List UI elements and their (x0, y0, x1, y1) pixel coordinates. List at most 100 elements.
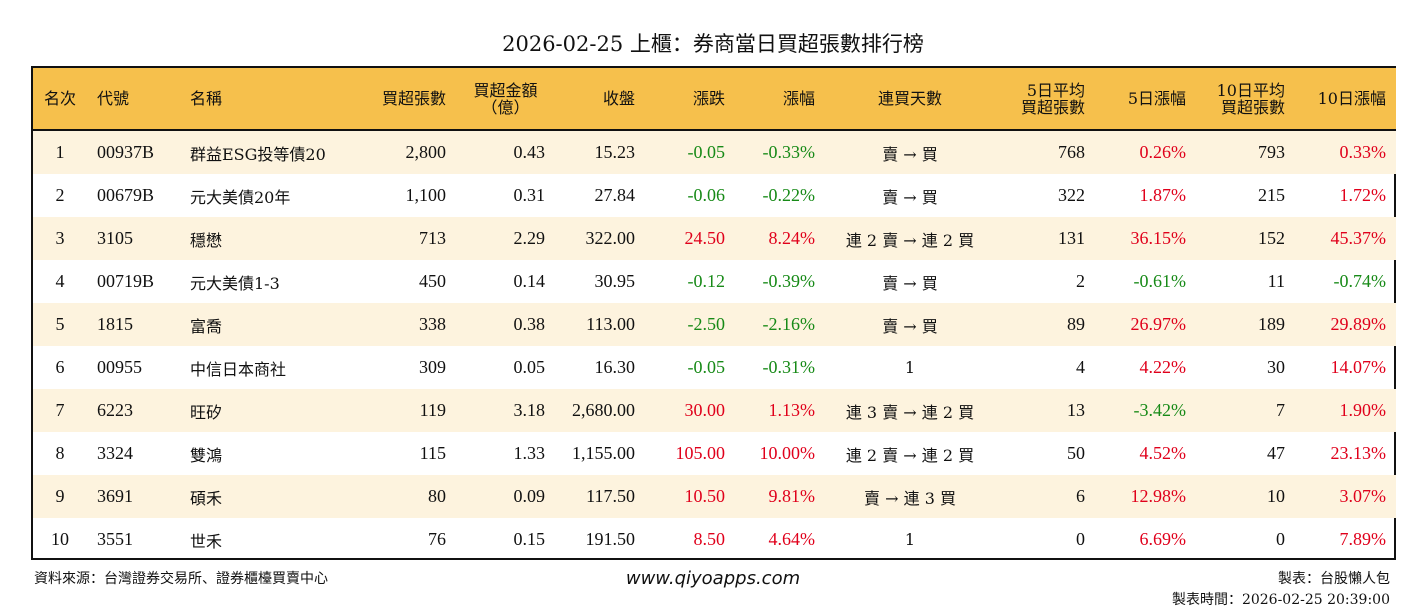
header-name[interactable]: 名稱 (190, 89, 223, 108)
cell-change: -0.06 (687, 185, 726, 205)
cell-consecutive-days: 賣 → 連 3 買 (864, 488, 956, 508)
table-row[interactable]: 10 3551 世禾 76 0.15 191.50 8.50 4.64% 1 0 6.69% 0 7.8… (33, 518, 1396, 561)
cell-net-buy-amount: 1.33 (513, 443, 546, 463)
cell-close: 16.30 (594, 357, 636, 377)
cell-code: 00955 (97, 357, 142, 377)
cell-avg5-net-buy: 4 (1076, 357, 1085, 377)
ranking-table-container: 名次 代號 名稱 買超張數 買超金額 （億） 收盤 漲跌 漲幅 連買天數 5日平均 買超張數 5日漲… (31, 66, 1396, 560)
header-code[interactable]: 代號 (97, 89, 130, 108)
cell-pct10: -0.74% (1333, 271, 1387, 291)
cell-change: -0.12 (687, 271, 726, 291)
cell-pct10: 7.89% (1339, 529, 1387, 549)
table-row[interactable]: 7 6223 旺矽 119 3.18 2,680.00 30.00 1.13% 連 3 賣 → … (33, 389, 1396, 432)
cell-rank: 10 (51, 529, 69, 549)
cell-rank: 2 (55, 185, 65, 205)
header-pct5[interactable]: 5日漲幅 (1127, 89, 1186, 108)
cell-code: 00719B (97, 271, 155, 291)
cell-change-pct: -2.16% (762, 314, 816, 334)
header-net-buy-amount[interactable]: 買超金額 （億） (473, 80, 538, 117)
cell-name: 穩懋 (190, 230, 223, 250)
table-row[interactable]: 6 00955 中信日本商社 309 0.05 16.30 -0.05 -0.31% 1 4 4.2… (33, 346, 1396, 389)
cell-avg5-net-buy: 2 (1076, 271, 1085, 291)
cell-avg10-net-buy: 0 (1276, 529, 1285, 549)
cell-rank: 9 (55, 486, 65, 506)
table-row[interactable]: 9 3691 碩禾 80 0.09 117.50 10.50 9.81% 賣 → 連 3 買 6 1… (33, 475, 1396, 518)
page-title: 2026-02-25 上櫃：券商當日買超張數排行榜 (502, 32, 924, 56)
header-avg5-net-buy[interactable]: 5日平均 買超張數 (1020, 80, 1085, 117)
cell-pct5: 1.87% (1139, 185, 1187, 205)
cell-avg5-net-buy: 0 (1076, 529, 1085, 549)
cell-avg5-net-buy: 13 (1067, 400, 1085, 420)
table-row[interactable]: 1 00937B 群益ESG投等債20 2,800 0.43 15.23 -0.05 -0.3… (33, 130, 1396, 174)
cell-name: 世禾 (190, 531, 223, 551)
cell-code: 6223 (97, 400, 133, 420)
cell-avg10-net-buy: 47 (1267, 443, 1285, 463)
cell-code: 00679B (97, 185, 155, 205)
cell-pct5: 36.15% (1130, 228, 1187, 248)
cell-rank: 3 (55, 228, 65, 248)
cell-net-buy-lots: 115 (419, 443, 446, 463)
cell-consecutive-days: 賣 → 買 (882, 187, 938, 207)
cell-net-buy-amount: 0.14 (513, 271, 546, 291)
cell-rank: 6 (55, 357, 65, 377)
cell-close: 117.50 (586, 486, 635, 506)
cell-consecutive-days: 賣 → 買 (882, 316, 938, 336)
cell-change-pct: -0.22% (762, 185, 816, 205)
website-link[interactable]: www.qiyoapps.com (625, 568, 801, 589)
cell-avg5-net-buy: 768 (1058, 142, 1085, 162)
cell-pct10: 29.89% (1330, 314, 1387, 334)
cell-avg5-net-buy: 89 (1067, 314, 1085, 334)
cell-avg10-net-buy: 7 (1276, 400, 1285, 420)
cell-close: 15.23 (594, 142, 636, 162)
cell-change: 10.50 (684, 486, 726, 506)
cell-code: 00937B (97, 142, 155, 162)
header-rank[interactable]: 名次 (43, 89, 76, 108)
cell-close: 322.00 (585, 228, 636, 248)
header-change-pct[interactable]: 漲幅 (782, 89, 815, 108)
cell-pct10: 3.07% (1339, 486, 1387, 506)
cell-avg10-net-buy: 11 (1267, 271, 1285, 291)
cell-change-pct: 8.24% (768, 228, 816, 248)
header-avg10-net-buy[interactable]: 10日平均 買超張數 (1216, 80, 1285, 117)
cell-net-buy-amount: 0.15 (513, 529, 546, 549)
cell-name: 富喬 (190, 316, 223, 336)
cell-name: 旺矽 (190, 402, 223, 422)
header-close[interactable]: 收盤 (602, 89, 635, 108)
table-row[interactable]: 3 3105 穩懋 713 2.29 322.00 24.50 8.24% 連 2 賣 → 連 … (33, 217, 1396, 260)
header-pct10[interactable]: 10日漲幅 (1317, 89, 1386, 108)
cell-change: 8.50 (693, 529, 726, 549)
cell-net-buy-lots: 713 (419, 228, 446, 248)
cell-code: 3551 (97, 529, 133, 549)
cell-avg10-net-buy: 793 (1258, 142, 1285, 162)
table-row[interactable]: 4 00719B 元大美債1-3 450 0.14 30.95 -0.12 -0.39% 賣 →… (33, 260, 1396, 303)
cell-net-buy-lots: 338 (419, 314, 446, 334)
cell-consecutive-days: 連 3 賣 → 連 2 買 (845, 402, 975, 422)
header-consecutive-days[interactable]: 連買天數 (877, 89, 942, 108)
table-row[interactable]: 8 3324 雙鴻 115 1.33 1,155.00 105.00 10.00% 連 2 賣 … (33, 432, 1396, 475)
cell-change-pct: -0.33% (762, 142, 816, 162)
cell-change: -0.05 (687, 142, 726, 162)
cell-consecutive-days: 賣 → 買 (882, 273, 938, 293)
cell-net-buy-lots: 2,800 (405, 142, 447, 162)
cell-pct10: 1.72% (1339, 185, 1387, 205)
cell-change-pct: 9.81% (768, 486, 816, 506)
header-net-buy-lots[interactable]: 買超張數 (381, 89, 446, 108)
cell-avg10-net-buy: 10 (1267, 486, 1285, 506)
cell-code: 3324 (97, 443, 133, 463)
table-body: 1 00937B 群益ESG投等債20 2,800 0.43 15.23 -0.05 -0.3… (33, 130, 1396, 561)
cell-close: 1,155.00 (572, 443, 635, 463)
table-row[interactable]: 2 00679B 元大美債20年 1,100 0.31 27.84 -0.06 -0.22% 賣… (33, 174, 1396, 217)
generated-time: 製表時間：2026-02-25 20:39:00 (1171, 592, 1390, 608)
cell-avg5-net-buy: 6 (1076, 486, 1085, 506)
cell-change-pct: -0.39% (762, 271, 816, 291)
cell-code: 3691 (97, 486, 133, 506)
table-row[interactable]: 5 1815 富喬 338 0.38 113.00 -2.50 -2.16% 賣 → 買 89 26… (33, 303, 1396, 346)
header-change[interactable]: 漲跌 (692, 89, 725, 108)
cell-code: 3105 (97, 228, 133, 248)
cell-name: 中信日本商社 (190, 359, 287, 379)
cell-change: -2.50 (687, 314, 726, 334)
cell-name: 元大美債1-3 (190, 273, 280, 293)
cell-change-pct: -0.31% (762, 357, 816, 377)
cell-change-pct: 1.13% (768, 400, 816, 420)
cell-net-buy-amount: 0.05 (513, 357, 546, 377)
